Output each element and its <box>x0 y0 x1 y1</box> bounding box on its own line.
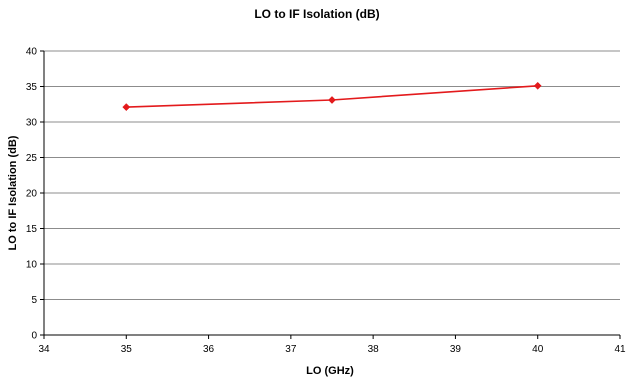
y-tick-label: 20 <box>26 189 38 200</box>
x-tick-label: 39 <box>450 344 462 355</box>
y-tick-label: 25 <box>26 153 38 164</box>
data-point-marker <box>533 81 542 90</box>
x-tick-label: 36 <box>203 344 215 355</box>
gridlines <box>44 50 620 300</box>
x-axis-label: LO (GHz) <box>306 365 354 377</box>
y-tick-label: 10 <box>26 260 38 271</box>
y-axis-label: LO to IF Isolation (dB) <box>7 135 19 250</box>
y-tick-label: 30 <box>26 118 38 129</box>
x-tick-label: 37 <box>285 344 297 355</box>
y-tick-label: 35 <box>26 82 38 93</box>
y-tick-label: 40 <box>26 47 38 58</box>
tick-labels: 0 5 10 15 20 25 30 35 40 34 35 36 37 38 39 40 41 <box>26 47 626 356</box>
y-tick-label: 15 <box>26 224 38 235</box>
x-tick-label: 35 <box>121 344 133 355</box>
axes <box>40 50 621 339</box>
data-point-marker <box>328 96 336 104</box>
y-tick-label: 0 <box>31 331 37 342</box>
x-tick-label: 38 <box>368 344 380 355</box>
x-tick-label: 40 <box>532 344 544 355</box>
x-tick-label: 41 <box>614 344 626 355</box>
series <box>122 81 542 112</box>
y-tick-label: 5 <box>31 295 37 306</box>
data-point-marker <box>122 103 131 112</box>
x-tick-label: 34 <box>38 344 50 355</box>
chart-title: LO to IF Isolation (dB) <box>254 7 379 21</box>
